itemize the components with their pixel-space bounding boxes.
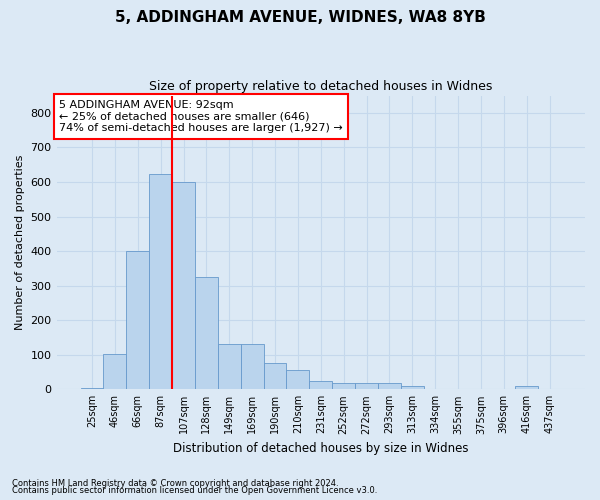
Bar <box>241 344 263 390</box>
Text: 5, ADDINGHAM AVENUE, WIDNES, WA8 8YB: 5, ADDINGHAM AVENUE, WIDNES, WA8 8YB <box>115 10 485 25</box>
Bar <box>286 370 310 390</box>
Text: Contains public sector information licensed under the Open Government Licence v3: Contains public sector information licen… <box>12 486 377 495</box>
X-axis label: Distribution of detached houses by size in Widnes: Distribution of detached houses by size … <box>173 442 469 455</box>
Bar <box>218 344 241 390</box>
Bar <box>401 386 424 390</box>
Bar <box>103 354 127 390</box>
Bar <box>149 174 172 390</box>
Bar <box>332 383 355 390</box>
Bar <box>80 388 103 390</box>
Text: Contains HM Land Registry data © Crown copyright and database right 2024.: Contains HM Land Registry data © Crown c… <box>12 478 338 488</box>
Bar <box>378 383 401 390</box>
Title: Size of property relative to detached houses in Widnes: Size of property relative to detached ho… <box>149 80 493 93</box>
Bar <box>195 277 218 390</box>
Bar <box>172 182 195 390</box>
Bar <box>515 386 538 390</box>
Bar <box>263 364 286 390</box>
Bar <box>127 251 149 390</box>
Y-axis label: Number of detached properties: Number of detached properties <box>15 154 25 330</box>
Bar <box>310 380 332 390</box>
Text: 5 ADDINGHAM AVENUE: 92sqm
← 25% of detached houses are smaller (646)
74% of semi: 5 ADDINGHAM AVENUE: 92sqm ← 25% of detac… <box>59 100 343 133</box>
Bar <box>355 383 378 390</box>
